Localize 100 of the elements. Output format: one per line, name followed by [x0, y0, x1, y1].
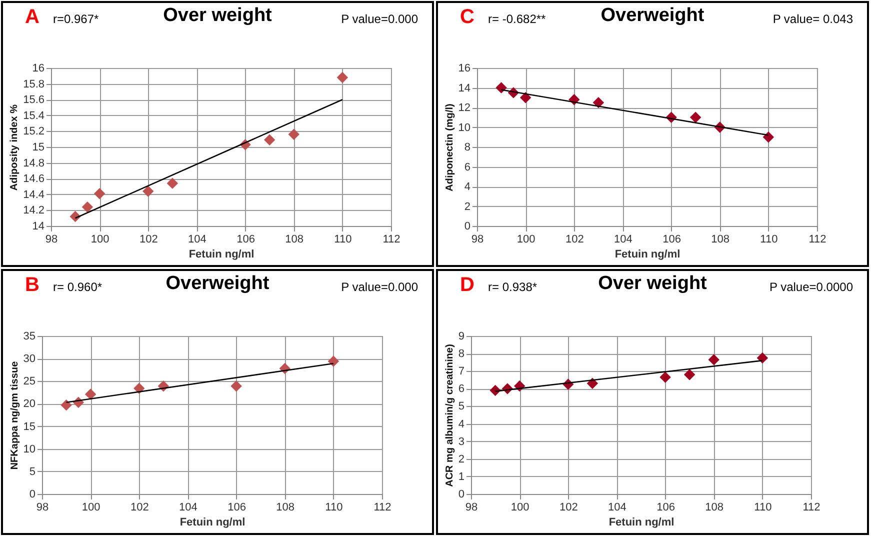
y-tick-label: 2 — [458, 453, 464, 466]
point — [757, 352, 768, 364]
point — [496, 82, 506, 93]
y-tick-label: 14 — [32, 220, 44, 232]
y-tick-label: 16 — [32, 62, 44, 74]
x-tick-label: 110 — [334, 234, 352, 246]
x-tick-label: 102 — [139, 234, 158, 246]
text: r= 0.938* — [488, 280, 538, 294]
y-tick-label: 15.6 — [23, 94, 44, 106]
y-tick-label: 3 — [458, 436, 464, 448]
x-tick-label: 100 — [510, 502, 530, 514]
text: P value= 0.043 — [772, 12, 853, 26]
text: r= 0.960* — [53, 280, 102, 294]
point — [660, 372, 670, 382]
y-tick-label: 15.2 — [23, 126, 44, 138]
y-tick-label: 14.4 — [23, 188, 44, 201]
y-tick-label: 10 — [458, 122, 470, 134]
x-axis-title: Fetuin ng/ml — [608, 516, 674, 528]
x-tick-label: 102 — [559, 502, 578, 514]
x-tick-label: 110 — [325, 502, 343, 514]
chart-title: Over weight — [598, 273, 707, 294]
y-tick-label: 4 — [458, 418, 464, 430]
y-axis-title: Adiponectin (mg/l) — [444, 104, 456, 192]
x-tick-label: 100 — [90, 234, 110, 246]
y-axis-title: Adiposity index % — [9, 104, 20, 191]
x-tick-label: 106 — [656, 502, 675, 514]
y-tick-label: 12 — [458, 102, 470, 114]
x-tick-label: 102 — [565, 234, 584, 246]
y-tick-label: 15 — [32, 142, 44, 154]
y-tick-label: 14 — [458, 82, 470, 94]
x-tick-label: 112 — [374, 502, 392, 514]
y-tick-label: 0 — [458, 488, 464, 500]
x-tick-label: 108 — [285, 234, 304, 246]
chart-title: Overweight — [600, 5, 704, 26]
y-tick-label: 0 — [464, 220, 470, 232]
x-tick-label: 102 — [130, 502, 149, 514]
y-tick-label: 6 — [458, 383, 464, 396]
x-tick-label: 100 — [516, 234, 536, 246]
text: r=0.967* — [53, 12, 99, 26]
point — [264, 134, 275, 146]
text: r= -0.682** — [488, 12, 546, 26]
point — [142, 186, 154, 196]
point — [684, 369, 695, 380]
y-tick-label: 4 — [464, 181, 470, 193]
x-tick-label: 98 — [45, 234, 58, 246]
x-tick-label: 98 — [36, 502, 49, 514]
x-tick-label: 110 — [760, 234, 778, 246]
point — [231, 380, 242, 392]
x-tick-label: 104 — [614, 234, 632, 246]
y-tick-label: 0 — [29, 488, 36, 500]
y-tick-label: 9 — [458, 330, 464, 342]
y-tick-label: 16 — [458, 62, 470, 74]
y-tick-label: 35 — [23, 330, 36, 342]
x-tick-label: 108 — [705, 502, 724, 514]
point — [61, 400, 72, 410]
y-tick-label: 5 — [29, 466, 36, 478]
y-tick-label: 14.6 — [23, 173, 44, 186]
y-tick-label: 8 — [464, 142, 470, 154]
x-tick-label: 112 — [382, 234, 400, 246]
x-tick-label: 112 — [802, 502, 820, 514]
text: P value=0.000 — [341, 280, 418, 294]
point — [520, 92, 531, 103]
text: C — [460, 6, 474, 29]
y-tick-label: 14.2 — [23, 204, 44, 217]
text: P value=0.000 — [341, 12, 418, 26]
point — [690, 112, 701, 123]
y-tick-label: 1 — [458, 470, 464, 483]
y-tick-label: 8 — [458, 348, 464, 360]
x-tick-label: 106 — [228, 502, 246, 514]
y-tick-label: 10 — [23, 443, 36, 456]
y-tick-label: 2 — [464, 200, 470, 213]
x-axis-title: Fetuin ng/ml — [614, 248, 680, 260]
point — [82, 202, 93, 212]
point — [167, 178, 178, 189]
y-axis-title: NFKappa ng/gm tissue — [9, 360, 20, 470]
x-tick-label: 106 — [662, 234, 681, 246]
chart-title: Overweight — [166, 273, 270, 294]
x-tick-label: 98 — [471, 234, 484, 246]
x-tick-label: 108 — [711, 234, 730, 246]
y-tick-label: 7 — [458, 366, 464, 378]
y-tick-label: 15 — [23, 420, 36, 433]
point — [708, 354, 720, 365]
x-tick-label: 106 — [236, 234, 255, 246]
x-tick-label: 110 — [754, 502, 772, 514]
y-tick-label: 6 — [464, 161, 470, 174]
point — [337, 72, 348, 83]
point — [94, 188, 105, 199]
y-tick-label: 15.4 — [23, 110, 44, 122]
y-tick-label: 14.8 — [23, 157, 44, 170]
point — [134, 383, 144, 394]
y-tick-label: 15.8 — [23, 78, 44, 90]
x-axis-title: Fetuin ng/ml — [180, 516, 246, 528]
y-tick-label: 25 — [23, 376, 36, 388]
x-axis-title: Fetuin ng/ml — [188, 248, 254, 260]
text: B — [25, 274, 40, 297]
x-tick-label: 104 — [188, 234, 206, 246]
x-tick-label: 104 — [608, 502, 626, 514]
text: D — [460, 274, 474, 297]
x-tick-label: 100 — [82, 502, 100, 514]
x-tick-label: 112 — [808, 234, 826, 246]
